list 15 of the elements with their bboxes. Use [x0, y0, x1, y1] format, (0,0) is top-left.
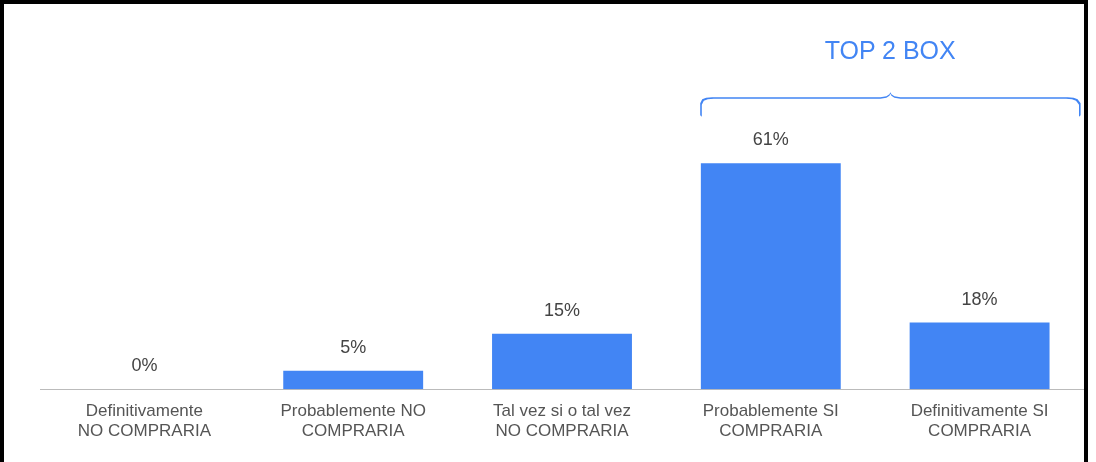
text: TOP 2 BOX	[824, 36, 956, 65]
bar	[283, 370, 424, 390]
data-label: 18%	[961, 288, 998, 309]
bar	[492, 333, 632, 390]
data-label: 15%	[543, 299, 581, 320]
bar	[700, 163, 841, 390]
x-tick-label: Probablemente SI COMPRARIA	[702, 401, 839, 441]
x-tick-label: Definitivamente SI COMPRARIA	[910, 401, 1049, 441]
data-label: 5%	[340, 336, 367, 357]
data-label: 61%	[752, 129, 789, 150]
data-label: 0%	[131, 355, 158, 376]
x-tick-label: Definitivamente NO COMPRARIA	[77, 401, 212, 441]
x-tick-label: Tal vez si o tal vez NO COMPRARIA	[493, 401, 631, 441]
x-tick-label: Probablemente NO COMPRARIA	[280, 401, 426, 441]
bar	[909, 322, 1050, 390]
